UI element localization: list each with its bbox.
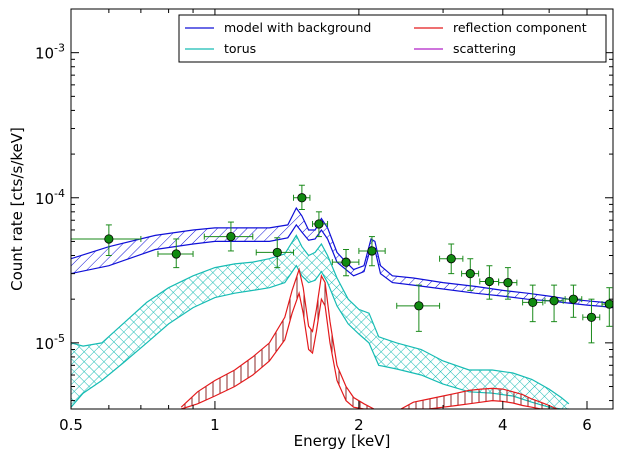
- x-tick-label: 0.5: [59, 416, 83, 434]
- legend-label-scattering: scattering: [453, 41, 516, 56]
- data-marker: [503, 278, 513, 288]
- data-point: [544, 284, 564, 323]
- data-marker: [528, 297, 538, 308]
- legend-label-torus: torus: [224, 41, 256, 56]
- data-point: [255, 237, 295, 269]
- series-3-upper-line: [400, 387, 558, 409]
- series-1-band: [71, 235, 569, 409]
- data-marker: [414, 301, 424, 311]
- data-marker: [171, 249, 181, 259]
- series-3-lower-line: [401, 399, 558, 409]
- data-point: [293, 184, 311, 211]
- data-marker: [341, 257, 351, 267]
- data-point: [522, 284, 544, 323]
- data-marker: [549, 296, 559, 306]
- y-axis-label: Count rate [cts/s/keV]: [8, 127, 26, 291]
- data-point: [582, 298, 601, 344]
- x-tick-label: 4: [498, 416, 508, 434]
- plot-frame: [70, 8, 614, 410]
- data-points: [71, 184, 613, 344]
- data-marker: [446, 254, 456, 264]
- x-tick-label: 6: [582, 416, 592, 434]
- data-point: [396, 284, 441, 332]
- data-point: [564, 284, 583, 318]
- y-tick-label: 10-4: [35, 187, 65, 208]
- y-tick-label: 10-3: [35, 42, 65, 63]
- series-1-upper-line: [71, 234, 570, 405]
- x-axis-label: Energy [keV]: [294, 432, 391, 450]
- data-point: [461, 258, 480, 291]
- plot-area: [71, 206, 613, 409]
- data-marker: [484, 276, 495, 287]
- series-2-upper-line: [180, 267, 375, 409]
- data-marker: [104, 234, 114, 244]
- data-point: [157, 238, 194, 269]
- x-tick-label: 1: [210, 416, 220, 434]
- data-marker: [226, 231, 236, 242]
- data-marker: [314, 219, 324, 229]
- data-marker: [297, 193, 307, 203]
- data-marker: [604, 299, 613, 309]
- x-tick-label: 2: [354, 416, 364, 434]
- data-marker: [367, 246, 377, 256]
- data-point: [498, 267, 518, 300]
- data-point: [331, 248, 360, 277]
- data-marker: [568, 294, 579, 304]
- data-marker: [586, 312, 597, 322]
- legend: model with background reflection compone…: [178, 14, 607, 63]
- data-marker: [272, 247, 282, 258]
- legend-box: [178, 14, 607, 63]
- data-point: [358, 236, 386, 267]
- data-point: [203, 221, 254, 252]
- series-2-band: [181, 269, 374, 409]
- data-point: [601, 287, 613, 327]
- data-point: [439, 243, 464, 275]
- axis-ticks: 0.5 1 2 4 6 10-5 10-4 10-3: [35, 8, 613, 434]
- series-0-upper-line: [71, 206, 613, 305]
- data-point: [312, 211, 329, 238]
- data-marker: [465, 269, 475, 279]
- legend-label-model: model with background: [224, 20, 371, 35]
- series-2-lower-line: [181, 290, 374, 409]
- data-point: [71, 224, 142, 256]
- series-0-lower-line: [71, 223, 613, 309]
- legend-label-reflection: reflection component: [453, 20, 587, 35]
- y-tick-label: 10-5: [35, 332, 65, 353]
